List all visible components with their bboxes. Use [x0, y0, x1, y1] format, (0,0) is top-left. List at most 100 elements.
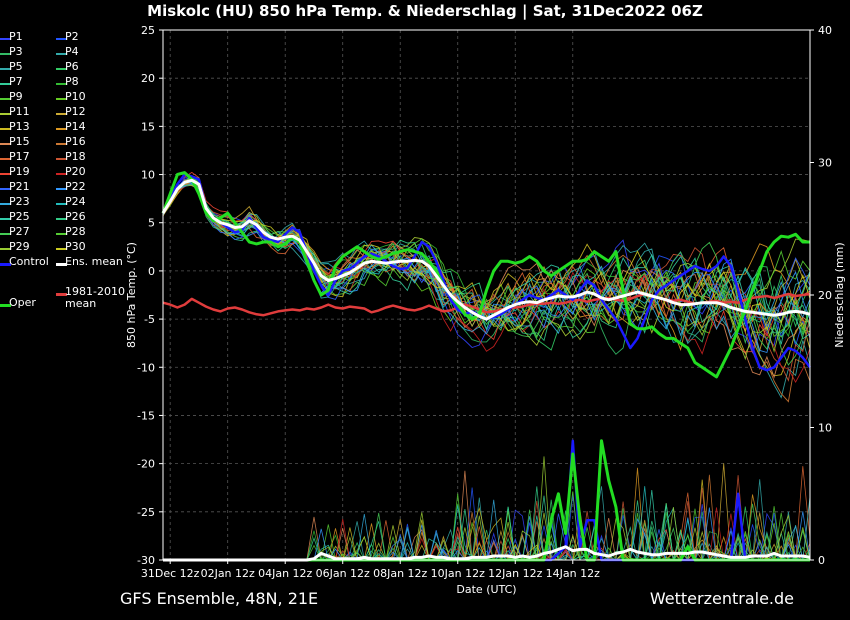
legend-swatch — [56, 83, 67, 85]
y2-tick-label: 10 — [818, 422, 832, 435]
legend-label: P29 — [9, 240, 30, 253]
y2-tick-label: 0 — [818, 554, 825, 567]
legend-swatch — [56, 128, 67, 130]
legend-label: P27 — [9, 225, 30, 238]
legend-swatch — [0, 248, 11, 250]
member-temp-line — [162, 180, 811, 377]
legend-label: P18 — [65, 150, 86, 163]
legend-label: P23 — [9, 195, 30, 208]
x-tick-label: 14Jan 12z — [546, 567, 600, 580]
y-tick-label: -25 — [137, 506, 155, 519]
y-tick-label: -15 — [137, 409, 155, 422]
y2-axis-label: Niederschlag (mm) — [833, 242, 846, 347]
x-tick-label: 12Jan 12z — [488, 567, 542, 580]
legend-swatch — [0, 188, 11, 190]
legend-label: P20 — [65, 165, 86, 178]
legend-label: P19 — [9, 165, 30, 178]
y-tick-label: 20 — [141, 72, 155, 85]
legend-label: P5 — [9, 60, 23, 73]
member-temp-line — [162, 175, 811, 354]
legend-label: P15 — [9, 135, 30, 148]
legend-swatch — [0, 263, 11, 266]
legend-label: Control — [9, 255, 49, 268]
x-axis-label: Date (UTC) — [456, 583, 516, 596]
legend-swatch — [56, 68, 67, 70]
member-precip-line — [163, 486, 811, 561]
legend-swatch — [0, 304, 11, 307]
legend-swatch — [56, 203, 67, 205]
legend-swatch — [0, 173, 11, 175]
legend-swatch — [56, 218, 67, 220]
x-tick-label: 08Jan 12z — [373, 567, 427, 580]
legend-label: P30 — [65, 240, 86, 253]
y-tick-label: 5 — [148, 217, 155, 230]
legend-swatch — [56, 263, 67, 266]
member-precip-line — [163, 495, 811, 562]
legend-swatch — [56, 143, 67, 145]
y-tick-label: 15 — [141, 120, 155, 133]
legend-label: P2 — [65, 30, 79, 43]
y2-tick-label: 20 — [818, 289, 832, 302]
legend-label: P26 — [65, 210, 86, 223]
member-temp-line — [162, 178, 811, 339]
member-precip-line — [163, 456, 811, 561]
legend-label: P13 — [9, 120, 30, 133]
y2-tick-label: 30 — [818, 157, 832, 170]
x-tick-label: 04Jan 12z — [258, 567, 312, 580]
legend-label: P7 — [9, 75, 23, 88]
y2-tick-label: 40 — [818, 24, 832, 37]
legend-label: P9 — [9, 90, 23, 103]
legend-swatch — [0, 113, 11, 115]
x-tick-label: 06Jan 12z — [316, 567, 370, 580]
x-tick-label: 02Jan 12z — [201, 567, 255, 580]
x-tick-label: 31Dec 12z — [141, 567, 200, 580]
y-tick-label: -30 — [137, 554, 155, 567]
member-temp-line — [162, 182, 811, 338]
chart-title: Miskolc (HU) 850 hPa Temp. & Niederschla… — [147, 2, 703, 20]
member-precip-line — [163, 489, 810, 561]
y-tick-label: 0 — [148, 265, 155, 278]
series-precip-control — [163, 439, 810, 562]
y-tick-label: 25 — [141, 24, 155, 37]
member-precip-line — [163, 474, 810, 561]
legend-label: P8 — [65, 75, 79, 88]
legend-swatch — [56, 233, 67, 235]
legend-label: P16 — [65, 135, 86, 148]
legend-label: P14 — [65, 120, 86, 133]
model-label: GFS Ensemble, 48N, 21E — [120, 589, 319, 608]
legend-label: P6 — [65, 60, 79, 73]
legend-label: Oper — [9, 296, 36, 309]
series-temp-ens-mean — [161, 178, 811, 321]
legend-swatch — [56, 188, 67, 190]
legend-swatch — [0, 128, 11, 130]
legend-label: P24 — [65, 195, 86, 208]
legend-swatch — [0, 203, 11, 205]
legend-swatch — [56, 158, 67, 160]
source-label: Wetterzentrale.de — [649, 589, 794, 608]
legend-swatch — [0, 233, 11, 235]
member-precip-line — [163, 487, 810, 562]
member-precip-line — [163, 486, 811, 561]
legend-swatch — [0, 158, 11, 160]
legend-swatch — [56, 293, 67, 296]
member-temp-line — [162, 183, 811, 379]
legend-swatch — [0, 143, 11, 145]
member-precip-line — [163, 486, 810, 562]
legend-swatch — [0, 218, 11, 220]
legend-swatch — [0, 83, 11, 85]
legend-label: P4 — [65, 45, 79, 58]
legend: P1 P2 P3 P4 P5 P6 P7 P8 P9 P10 P11 P12 P13 P14 P15 P16 P… — [0, 0, 130, 320]
x-tick-label: 10Jan 12z — [431, 567, 485, 580]
legend-swatch — [56, 173, 67, 175]
legend-label: P28 — [65, 225, 86, 238]
legend-swatch — [56, 98, 67, 100]
y-tick-label: -10 — [137, 361, 155, 374]
series-temp-oper — [161, 171, 810, 379]
y-tick-label: -5 — [144, 313, 155, 326]
legend-label: P10 — [65, 90, 86, 103]
legend-label: P25 — [9, 210, 30, 223]
legend-label: P11 — [9, 105, 30, 118]
axes: 25 20 15 10 5 0 -5 -10 -15 -20 -25 -30 40 30 20 10 0 31De… — [125, 24, 846, 596]
legend-label: P22 — [65, 180, 86, 193]
member-precip-line — [163, 491, 810, 562]
